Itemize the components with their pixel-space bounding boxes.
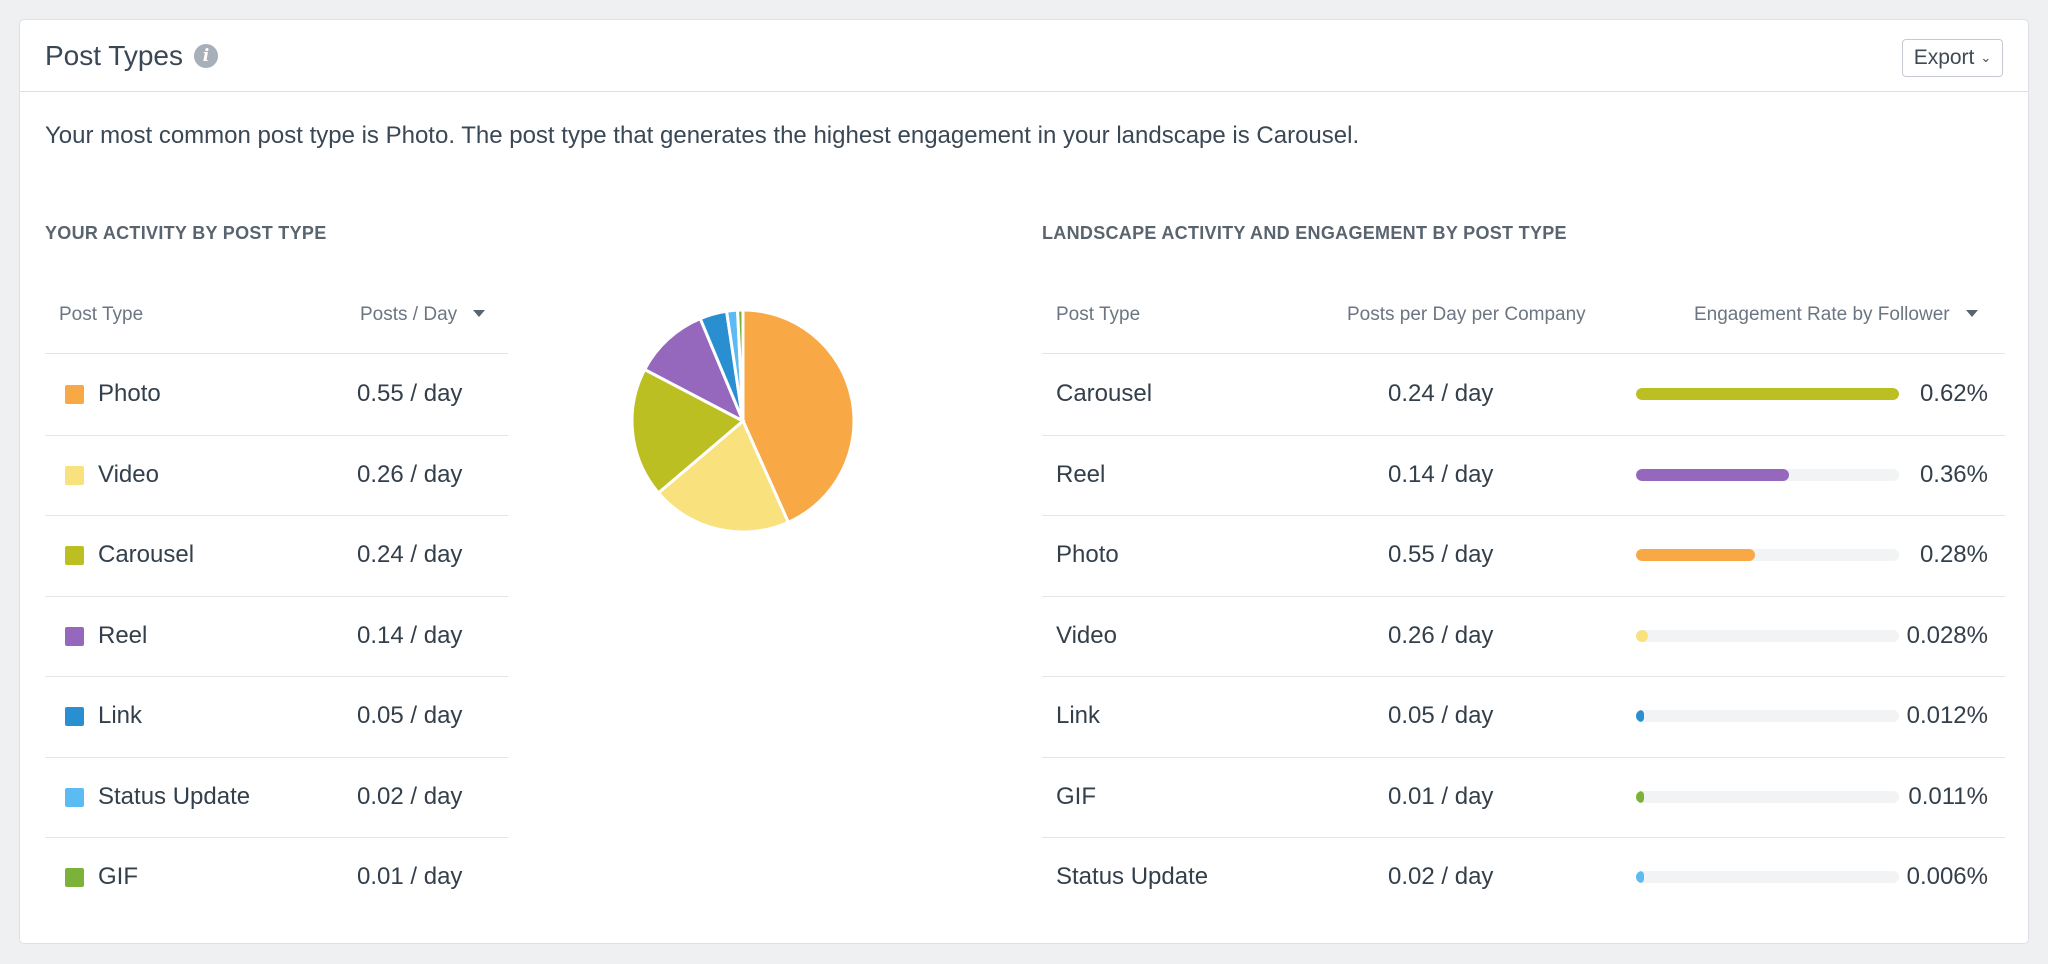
row-posts-per-day: 0.24 / day (1388, 380, 1494, 407)
row-post-type: Reel (98, 621, 148, 649)
row-posts-per-day: 0.24 / day (357, 541, 463, 568)
table-divider (1042, 676, 2005, 677)
row-engagement-rate: 0.006% (1906, 863, 1988, 890)
row-post-type: Status Update (1056, 863, 1209, 890)
row-posts-per-day: 0.01 / day (1388, 782, 1494, 810)
info-icon[interactable]: i (194, 44, 218, 68)
engagement-bar (1636, 549, 1755, 561)
row-posts-per-day: 0.14 / day (1388, 460, 1494, 488)
engagement-bar (1636, 468, 1789, 481)
landscape-header-post-type: Post Type (1056, 304, 1141, 325)
export-label: Export (1913, 46, 1975, 69)
row-posts-per-day: 0.01 / day (357, 863, 463, 890)
row-post-type: Carousel (1056, 380, 1153, 407)
row-post-type: Video (1056, 621, 1117, 649)
sort-desc-icon (473, 309, 486, 317)
engagement-bar (1636, 629, 1648, 642)
engagement-bar-track (1636, 710, 1899, 722)
table-divider (45, 353, 508, 354)
row-post-type: GIF (98, 863, 138, 890)
table-divider (1042, 596, 2005, 597)
legend-swatch (65, 626, 84, 646)
legend-swatch (65, 465, 84, 485)
pie-slice-photo[interactable] (741, 308, 856, 525)
table-divider (45, 676, 508, 677)
engagement-bar-track (1636, 468, 1899, 481)
row-post-type: Link (98, 702, 143, 729)
table-divider (45, 596, 508, 597)
engagement-bar (1636, 790, 1644, 803)
row-posts-per-day: 0.05 / day (1388, 702, 1494, 729)
row-post-type: Photo (1056, 541, 1119, 568)
landscape-title: LANDSCAPE ACTIVITY AND ENGAGEMENT BY POS… (1042, 223, 1567, 243)
pie-slice-gif[interactable] (735, 308, 745, 422)
row-posts-per-day: 0.02 / day (357, 782, 463, 810)
engagement-bar-track (1636, 388, 1899, 400)
legend-swatch (65, 787, 84, 807)
table-divider (1042, 837, 2005, 838)
row-engagement-rate: 0.28% (1919, 541, 1988, 568)
row-post-type: Status Update (98, 782, 251, 810)
row-post-type: Carousel (98, 541, 195, 568)
legend-swatch (65, 546, 84, 565)
row-post-type: Link (1056, 702, 1101, 729)
row-post-type: Reel (1056, 460, 1106, 488)
row-engagement-rate: 0.012% (1906, 702, 1988, 729)
table-divider (45, 757, 508, 758)
row-engagement-rate: 0.36% (1919, 460, 1988, 488)
row-posts-per-day: 0.14 / day (357, 621, 463, 649)
table-divider (45, 435, 508, 436)
posts-per-day-header-label: Posts / Day (360, 304, 458, 325)
row-posts-per-day: 0.55 / day (1388, 541, 1494, 568)
post-types-card: Post Types i Export ⌄ Your most common p… (19, 19, 2029, 944)
table-divider (45, 837, 508, 838)
export-button[interactable]: Export ⌄ (1902, 39, 2003, 77)
summary-text: Your most common post type is Photo. The… (45, 122, 1360, 149)
engagement-bar (1636, 710, 1644, 722)
legend-swatch (65, 385, 84, 404)
engagement-bar (1636, 871, 1644, 883)
row-post-type: Photo (98, 380, 161, 407)
row-post-type: Video (98, 460, 159, 488)
row-posts-per-day: 0.55 / day (357, 380, 463, 407)
row-posts-per-day: 0.26 / day (1388, 621, 1494, 649)
card-header: Post Types i Export ⌄ (20, 20, 2028, 92)
chevron-down-icon: ⌄ (1980, 50, 1992, 65)
landscape-header-engagement[interactable]: Engagement Rate by Follower (1694, 301, 1978, 329)
row-engagement-rate: 0.028% (1906, 621, 1988, 649)
row-posts-per-day: 0.26 / day (357, 460, 463, 488)
row-posts-per-day: 0.02 / day (1388, 863, 1494, 890)
row-engagement-rate: 0.62% (1919, 380, 1988, 407)
your-activity-header-post-type: Post Type (59, 304, 144, 325)
engagement-header-label: Engagement Rate by Follower (1694, 304, 1950, 325)
engagement-bar-track (1636, 629, 1899, 642)
legend-swatch (65, 868, 84, 887)
table-divider (1042, 757, 2005, 758)
table-divider (45, 515, 508, 516)
landscape-header-posts-per-day: Posts per Day per Company (1347, 304, 1586, 325)
table-divider (1042, 435, 2005, 436)
card-title: Post Types (45, 40, 184, 71)
row-posts-per-day: 0.05 / day (357, 702, 463, 729)
row-engagement-rate: 0.011% (1908, 782, 1988, 810)
sort-desc-icon (1965, 309, 1978, 317)
engagement-bar-track (1636, 871, 1899, 883)
engagement-bar-track (1636, 790, 1899, 803)
engagement-bar (1636, 388, 1899, 400)
row-post-type: GIF (1056, 782, 1096, 810)
table-divider (1042, 353, 2005, 354)
table-divider (1042, 515, 2005, 516)
pie-slice-carousel[interactable] (630, 367, 746, 496)
your-activity-title: YOUR ACTIVITY BY POST TYPE (45, 223, 327, 243)
your-activity-header-posts-per-day[interactable]: Posts / Day (360, 301, 486, 329)
engagement-bar-track (1636, 549, 1899, 561)
legend-swatch (65, 707, 84, 726)
pie-slice-video[interactable] (656, 418, 791, 534)
post-type-pie-chart (630, 308, 856, 534)
